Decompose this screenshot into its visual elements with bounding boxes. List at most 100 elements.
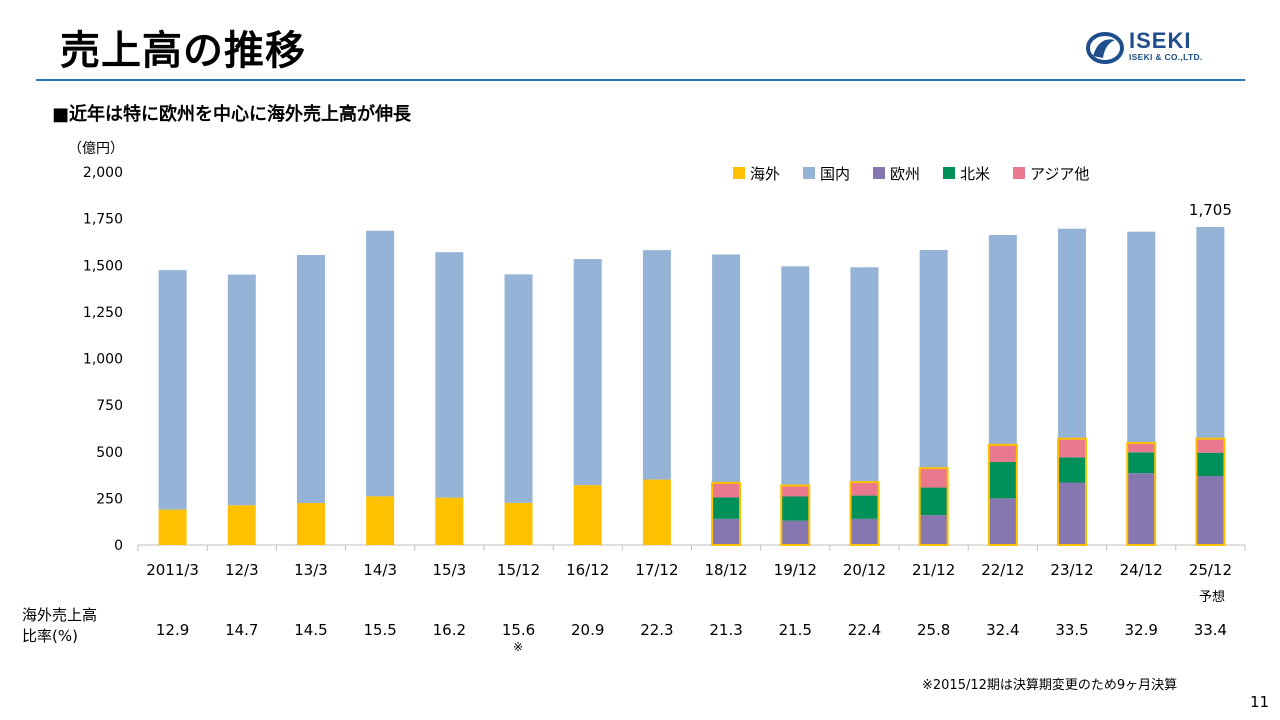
y-tick-label: 1,250 bbox=[83, 305, 123, 321]
bar-overseas bbox=[227, 505, 256, 545]
y-axis-unit-label: （億円） bbox=[68, 141, 124, 157]
overseas-ratio-header-line1: 海外売上高 bbox=[22, 606, 98, 624]
y-tick-label: 1,000 bbox=[83, 352, 123, 368]
ratio-value: 20.9 bbox=[571, 621, 605, 639]
bar-europe bbox=[1196, 475, 1225, 545]
bar-asia-other bbox=[1127, 442, 1156, 453]
legend-swatch-europe bbox=[873, 167, 885, 179]
bar-europe bbox=[1058, 482, 1087, 545]
y-tick-label: 500 bbox=[96, 445, 123, 461]
bar-overseas-outline bbox=[1126, 441, 1157, 546]
y-tick-label: 0 bbox=[114, 538, 123, 554]
bar-asia-other bbox=[850, 482, 879, 496]
bar-overseas bbox=[642, 479, 671, 545]
ratio-value: 15.5 bbox=[363, 621, 397, 639]
bar-domestic bbox=[366, 230, 395, 497]
ratio-value: 22.3 bbox=[640, 621, 674, 639]
forecast-label: 予想 bbox=[1199, 590, 1226, 605]
ratio-value: 15.6 bbox=[501, 621, 536, 639]
bar-domestic bbox=[296, 254, 325, 504]
bar-north-america bbox=[988, 462, 1017, 499]
bar-europe bbox=[781, 520, 810, 545]
sales-bar-chart: 0 250 500 750 1,000 1,250 1,500 1,750 2,000 2011/… bbox=[83, 165, 1246, 579]
bar-domestic bbox=[227, 274, 256, 506]
bar-europe bbox=[850, 518, 879, 545]
x-tick-label: 2011/3 bbox=[146, 561, 199, 579]
bar-overseas-outline bbox=[987, 443, 1018, 546]
bar-domestic bbox=[1196, 227, 1225, 439]
bar-europe bbox=[988, 498, 1017, 545]
company-logo: ISEKI ISEKI & CO.,LTD. bbox=[1085, 30, 1225, 66]
ratio-value: 16.2 bbox=[432, 621, 467, 639]
bar-overseas-outline bbox=[849, 481, 880, 547]
title-underline bbox=[36, 79, 1245, 81]
bar-domestic bbox=[1058, 228, 1087, 439]
x-tick-label: 13/3 bbox=[294, 561, 328, 579]
bar-asia-other bbox=[781, 485, 810, 497]
bar-europe bbox=[712, 518, 741, 545]
y-tick-label: 1,750 bbox=[83, 212, 123, 228]
ratio-value: 14.5 bbox=[294, 621, 328, 639]
overseas-ratio-header-line2: 比率(%) bbox=[22, 627, 78, 645]
ratio-value: 33.5 bbox=[1055, 621, 1089, 639]
total-data-label: 1,705 bbox=[1189, 201, 1232, 219]
bar-north-america bbox=[1196, 452, 1225, 476]
ratio-value: 32.4 bbox=[986, 621, 1020, 639]
ratio-value: 21.3 bbox=[709, 621, 743, 639]
bar-north-america bbox=[781, 496, 810, 521]
x-tick-label: 21/12 bbox=[912, 561, 955, 579]
ratio-value: 12.9 bbox=[155, 621, 190, 639]
bar-domestic bbox=[573, 259, 602, 486]
bar-europe bbox=[919, 515, 948, 545]
x-tick-label: 15/12 bbox=[497, 561, 540, 579]
x-tick-label: 14/3 bbox=[363, 561, 397, 579]
bar-overseas-outline bbox=[711, 481, 742, 547]
logo-company-name: ISEKI & CO.,LTD. bbox=[1129, 52, 1203, 62]
x-tick-label: 24/12 bbox=[1120, 561, 1163, 579]
bar-overseas bbox=[296, 503, 325, 545]
bar-north-america bbox=[919, 487, 948, 516]
x-tick-label: 15/3 bbox=[433, 561, 467, 579]
legend-swatch-north-america bbox=[943, 167, 955, 179]
bar-asia-other bbox=[919, 468, 948, 488]
x-tick-label: 23/12 bbox=[1050, 561, 1093, 579]
logo-wordmark: ISEKI bbox=[1129, 28, 1192, 53]
slide-subtitle: ■近年は特に欧州を中心に海外売上高が伸長 bbox=[52, 104, 412, 125]
y-tick-label: 2,000 bbox=[83, 165, 123, 181]
y-tick-label: 250 bbox=[96, 491, 123, 507]
bar-asia-other bbox=[1058, 438, 1087, 458]
legend-swatch-domestic bbox=[803, 167, 815, 179]
bar-asia-other bbox=[712, 482, 741, 498]
ratio-value: 32.9 bbox=[1124, 621, 1158, 639]
ratio-value: 33.4 bbox=[1193, 621, 1228, 639]
legend-label-europe: 欧州 bbox=[890, 165, 920, 183]
x-tick-label: 17/12 bbox=[635, 561, 678, 579]
bar-north-america bbox=[712, 497, 741, 519]
x-tick-label: 16/12 bbox=[566, 561, 609, 579]
bar-domestic bbox=[642, 250, 671, 480]
bar-domestic bbox=[988, 235, 1017, 445]
y-tick-label: 750 bbox=[96, 398, 123, 414]
bar-overseas-outline bbox=[780, 484, 811, 546]
legend-label-overseas: 海外 bbox=[750, 165, 780, 183]
bar-asia-other bbox=[1196, 438, 1225, 453]
bar-domestic bbox=[435, 252, 464, 498]
ratio-value: 21.5 bbox=[778, 621, 812, 639]
x-tick-label: 19/12 bbox=[774, 561, 817, 579]
bar-domestic bbox=[919, 249, 948, 469]
bar-europe bbox=[1127, 473, 1156, 545]
bar-domestic bbox=[850, 267, 879, 483]
x-tick-label: 25/12 bbox=[1189, 561, 1232, 579]
bar-north-america bbox=[850, 495, 879, 519]
ratio-value: 14.7 bbox=[225, 621, 259, 639]
ratio-value: 25.8 bbox=[916, 621, 951, 639]
bar-north-america bbox=[1127, 452, 1156, 474]
x-tick-label: 18/12 bbox=[704, 561, 747, 579]
x-tick-label: 20/12 bbox=[843, 561, 886, 579]
bar-overseas bbox=[573, 485, 602, 545]
page-number: 11 bbox=[1250, 693, 1270, 711]
ratio-value: 22.4 bbox=[847, 621, 882, 639]
bar-overseas-outline bbox=[1195, 437, 1226, 547]
page-title: 売上高の推移 bbox=[60, 28, 306, 74]
overseas-ratio-header: 海外売上高 比率(%) bbox=[22, 605, 97, 647]
